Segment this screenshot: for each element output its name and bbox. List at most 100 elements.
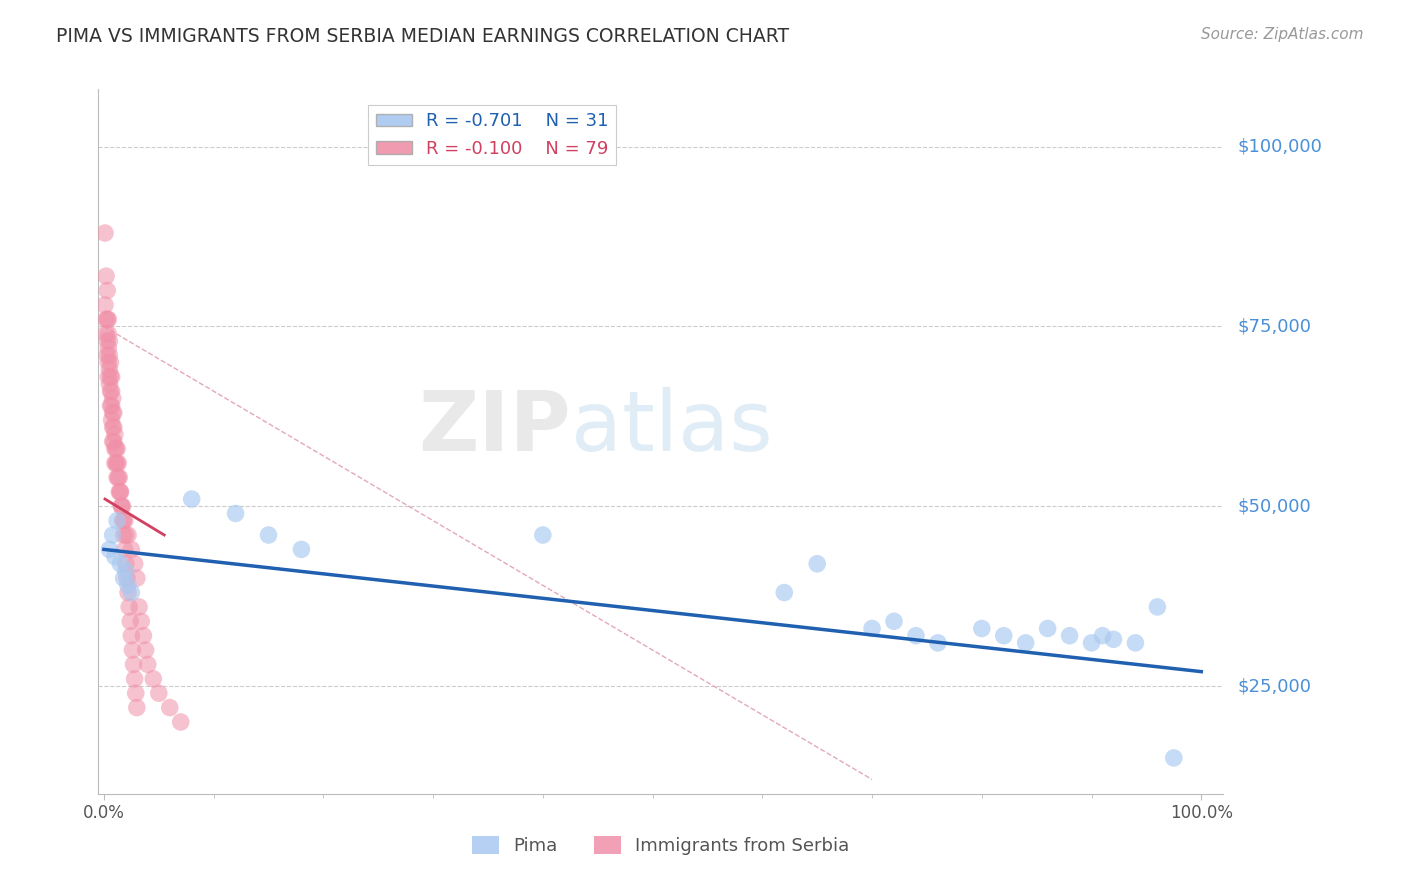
Point (97, 326, 120, 341)
Point (100, 369, 122, 384)
Point (117, 528, 139, 542)
Point (112, 514, 135, 528)
Point (120, 585, 142, 599)
Point (117, 585, 139, 599)
Point (104, 442, 127, 456)
Point (132, 629, 155, 643)
Point (125, 700, 148, 714)
Point (97, 312, 120, 326)
Point (110, 500, 132, 514)
Point (104, 549, 127, 564)
Point (101, 392, 124, 406)
Point (98, 542, 121, 557)
Point (114, 514, 136, 528)
Point (773, 585, 796, 599)
Point (100, 384, 122, 399)
Point (124, 672, 146, 686)
Point (257, 528, 280, 542)
Point (135, 643, 157, 657)
Point (100, 399, 122, 413)
Point (104, 456, 127, 470)
Point (225, 507, 247, 521)
Point (112, 528, 135, 542)
Point (98, 334, 121, 348)
Point (125, 686, 148, 700)
Point (115, 557, 138, 571)
Point (108, 470, 131, 484)
Point (105, 470, 128, 484)
Point (100, 369, 122, 384)
Point (94, 269, 117, 284)
Point (100, 413, 122, 427)
Point (110, 557, 132, 571)
Point (96, 312, 118, 326)
Point (105, 442, 128, 456)
Point (98, 377, 121, 392)
Point (120, 615, 142, 629)
Text: atlas: atlas (571, 387, 772, 468)
Point (120, 629, 142, 643)
Point (883, 615, 905, 629)
Point (114, 542, 136, 557)
Point (111, 500, 134, 514)
Point (1125, 636, 1147, 650)
Point (1015, 636, 1038, 650)
Point (97, 369, 120, 384)
Point (1059, 629, 1081, 643)
Point (107, 456, 129, 470)
Point (124, 557, 146, 571)
Point (98, 348, 121, 362)
Point (115, 528, 138, 542)
Point (860, 622, 883, 636)
Point (136, 657, 159, 672)
Point (94, 298, 117, 312)
Point (111, 514, 134, 528)
Text: $25,000: $25,000 (1237, 677, 1312, 695)
Point (110, 484, 132, 499)
Legend: Pima, Immigrants from Serbia: Pima, Immigrants from Serbia (465, 829, 856, 863)
Point (101, 406, 124, 420)
Point (1036, 622, 1059, 636)
Point (105, 514, 128, 528)
Point (97, 341, 120, 355)
Point (125, 571, 148, 585)
Point (122, 657, 145, 672)
Point (118, 599, 141, 614)
Point (108, 484, 131, 499)
Point (101, 420, 124, 434)
Point (110, 500, 132, 514)
Text: PIMA VS IMMIGRANTS FROM SERBIA MEDIAN EARNINGS CORRELATION CHART: PIMA VS IMMIGRANTS FROM SERBIA MEDIAN EA… (56, 27, 789, 45)
Point (96, 284, 118, 298)
Point (100, 355, 122, 369)
Point (129, 615, 152, 629)
Point (115, 571, 138, 585)
Point (97, 355, 120, 369)
Text: $75,000: $75,000 (1237, 318, 1312, 335)
Point (121, 643, 143, 657)
Point (142, 672, 165, 686)
Point (970, 622, 993, 636)
Point (1146, 599, 1168, 614)
Point (103, 406, 125, 420)
Point (98, 362, 121, 376)
Point (104, 427, 127, 442)
Point (112, 571, 135, 585)
Point (103, 420, 125, 434)
Point (170, 714, 193, 729)
Point (107, 470, 129, 484)
Point (94, 326, 117, 341)
Point (993, 629, 1015, 643)
Point (104, 442, 127, 456)
Text: ZIP: ZIP (419, 387, 571, 468)
Point (115, 564, 138, 578)
Point (100, 399, 122, 413)
Point (101, 434, 124, 449)
Point (180, 491, 202, 506)
Point (110, 484, 132, 499)
Point (94, 226, 117, 240)
Point (96, 348, 118, 362)
Point (927, 636, 949, 650)
Point (290, 542, 312, 557)
Point (904, 629, 927, 643)
Point (128, 599, 150, 614)
